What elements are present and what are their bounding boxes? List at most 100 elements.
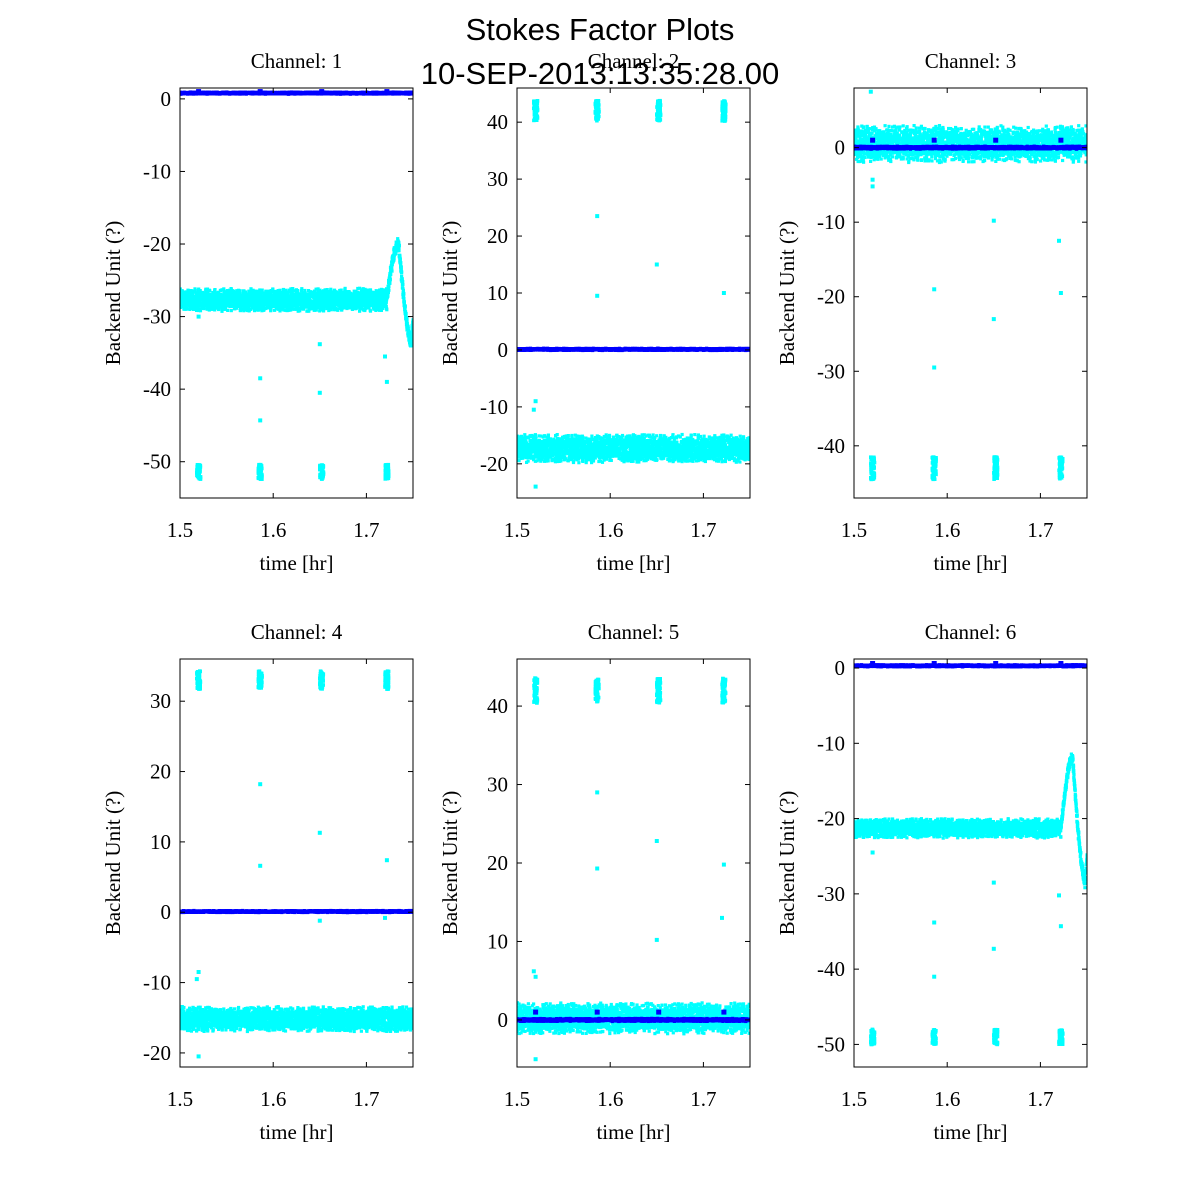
data-point <box>358 304 362 308</box>
data-point <box>309 306 313 310</box>
data-point <box>410 331 413 335</box>
data-point <box>208 289 212 293</box>
data-point <box>182 290 186 294</box>
outlier-point <box>258 376 263 381</box>
data-point <box>407 332 411 337</box>
data-point <box>550 454 555 458</box>
data-point <box>379 308 383 312</box>
data-point <box>303 288 307 293</box>
data-point <box>411 323 413 328</box>
data-point <box>221 305 226 309</box>
data-point <box>269 306 273 310</box>
data-point <box>296 303 300 307</box>
data-point <box>226 308 230 312</box>
data-point <box>411 326 413 330</box>
data-point <box>521 437 525 441</box>
data-point <box>536 453 540 457</box>
data-point <box>523 435 527 439</box>
data-point <box>368 295 372 299</box>
data-point <box>364 299 368 303</box>
data-point <box>181 305 185 309</box>
data-point <box>555 433 559 437</box>
data-point <box>195 308 199 312</box>
data-point <box>528 445 532 449</box>
data-point <box>325 288 329 292</box>
data-point <box>193 307 197 311</box>
data-point <box>339 288 343 292</box>
cluster-point <box>318 475 322 480</box>
data-point <box>546 459 550 463</box>
data-point <box>298 309 302 313</box>
data-point <box>553 439 557 443</box>
data-point <box>353 303 357 307</box>
data-point <box>327 308 331 313</box>
data-point <box>542 439 546 443</box>
data-point <box>532 458 536 462</box>
data-point <box>314 308 318 312</box>
data-point <box>264 306 268 311</box>
data-point <box>197 304 201 308</box>
data-point <box>390 269 394 273</box>
data-point <box>390 266 394 270</box>
data-point <box>277 297 281 301</box>
data-point <box>283 288 288 292</box>
data-point <box>517 459 521 463</box>
data-point <box>220 288 224 292</box>
cluster-point <box>385 465 389 470</box>
data-point <box>249 290 253 294</box>
data-point <box>189 306 193 310</box>
data-point <box>264 289 268 293</box>
data-point <box>325 291 329 295</box>
data-point <box>312 289 317 293</box>
data-point <box>402 292 406 296</box>
data-point <box>318 296 322 300</box>
data-point <box>323 288 327 292</box>
data-point <box>385 308 389 312</box>
figure-title: Stokes Factor Plots <box>0 12 1200 48</box>
data-point <box>343 286 347 290</box>
data-point <box>541 454 545 458</box>
data-point <box>392 257 396 261</box>
data-point <box>230 304 234 308</box>
data-point <box>259 292 263 297</box>
data-point <box>388 275 392 279</box>
data-point <box>318 288 322 292</box>
data-point <box>366 288 370 292</box>
data-point <box>384 305 388 309</box>
data-point <box>521 456 525 460</box>
y-tick-label: -30 <box>143 305 171 329</box>
data-point <box>273 308 277 312</box>
data-point <box>537 434 541 438</box>
data-point <box>253 289 257 293</box>
data-point <box>269 308 273 312</box>
series-cyan <box>180 237 413 481</box>
data-point <box>397 249 401 253</box>
data-point <box>322 307 326 311</box>
cluster-point <box>383 473 388 477</box>
data-point <box>368 288 373 292</box>
data-point <box>238 289 242 293</box>
data-point <box>539 458 543 462</box>
data-point <box>240 294 244 298</box>
data-point <box>185 306 189 311</box>
data-point <box>291 287 295 291</box>
data-point <box>188 291 192 295</box>
data-point <box>385 298 389 302</box>
data-point <box>235 306 239 310</box>
y-tick-label: -10 <box>143 159 171 183</box>
data-point <box>547 437 551 441</box>
data-point <box>334 306 338 310</box>
data-point <box>249 287 253 291</box>
outlier-point <box>258 418 263 423</box>
data-point <box>240 308 244 312</box>
data-point <box>400 277 404 281</box>
cluster-point <box>259 472 264 476</box>
data-point <box>352 289 356 293</box>
data-point <box>237 304 241 308</box>
data-point <box>400 271 404 275</box>
data-point <box>528 434 532 438</box>
data-point <box>194 304 198 309</box>
data-point <box>238 292 242 296</box>
data-point <box>193 287 197 291</box>
